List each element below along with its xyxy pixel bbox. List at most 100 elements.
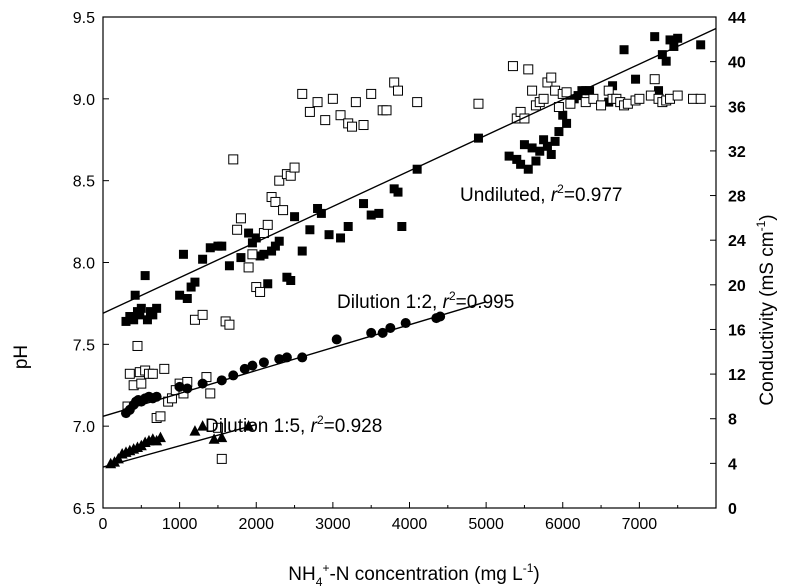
data-point-open-square bbox=[304, 106, 315, 117]
y-left-tick-label: 6.5 bbox=[73, 501, 95, 518]
data-point-filled-square bbox=[142, 315, 152, 325]
data-point-open-square bbox=[412, 97, 423, 108]
data-point-filled-square bbox=[190, 277, 200, 287]
data-point-filled-square bbox=[397, 221, 407, 231]
annotation-dilution-1-5: Dilution 1:5, r2=0.928 bbox=[205, 413, 382, 437]
data-point-filled-square bbox=[297, 246, 307, 256]
y-right-tick-label: 0 bbox=[728, 501, 737, 518]
data-point-filled-circle bbox=[239, 363, 250, 374]
data-point-filled-square bbox=[217, 241, 227, 251]
data-point-open-square bbox=[672, 90, 683, 101]
data-point-filled-square bbox=[205, 243, 215, 253]
data-point-open-square bbox=[473, 98, 484, 109]
data-point-open-square bbox=[523, 64, 534, 75]
data-point-open-square bbox=[255, 286, 266, 297]
data-point-open-square bbox=[212, 422, 223, 433]
data-point-filled-square bbox=[186, 282, 196, 292]
x-tick-label: 5000 bbox=[468, 516, 504, 533]
data-point-filled-square bbox=[274, 236, 284, 246]
data-point-filled-square bbox=[316, 208, 326, 218]
y-right-tick-label: 36 bbox=[728, 99, 746, 116]
data-point-open-square bbox=[320, 115, 331, 126]
data-point-filled-square bbox=[130, 290, 140, 300]
data-point-filled-square bbox=[550, 136, 560, 146]
x-axis-title: NH4+-N concentration (mg L-1) bbox=[288, 561, 539, 588]
fit-line bbox=[102, 301, 487, 418]
data-point-open-square bbox=[565, 98, 576, 109]
data-point-open-square bbox=[527, 85, 538, 96]
y-axis-title-right: Conductivity (mS cm-1) bbox=[754, 214, 778, 405]
data-point-filled-circle bbox=[247, 360, 258, 371]
data-point-filled-square bbox=[546, 149, 556, 159]
data-point-filled-square bbox=[654, 86, 664, 96]
y-right-tick-label: 24 bbox=[728, 233, 746, 250]
data-point-filled-square bbox=[504, 151, 514, 161]
data-point-open-square bbox=[243, 262, 254, 273]
y-right-tick-label: 12 bbox=[728, 367, 746, 384]
data-point-filled-circle bbox=[174, 381, 185, 392]
data-point-filled-square bbox=[286, 276, 296, 286]
x-tick-label: 1000 bbox=[162, 516, 198, 533]
data-point-filled-triangle bbox=[216, 431, 228, 443]
data-point-open-square bbox=[312, 97, 323, 108]
data-point-open-square bbox=[205, 388, 216, 399]
data-point-filled-square bbox=[224, 261, 234, 271]
data-point-open-square bbox=[228, 154, 239, 165]
data-point-open-square bbox=[546, 72, 557, 83]
data-point-filled-square bbox=[527, 143, 537, 153]
data-point-filled-square bbox=[669, 41, 679, 51]
x-tick-label: 6000 bbox=[545, 516, 581, 533]
annotation-undiluted: Undiluted, r2=0.977 bbox=[460, 182, 623, 206]
y-right-tick-label: 40 bbox=[728, 55, 746, 72]
data-point-filled-circle bbox=[435, 311, 446, 322]
data-point-open-square bbox=[393, 85, 404, 96]
data-point-filled-square bbox=[650, 32, 660, 42]
data-point-open-square bbox=[507, 61, 518, 72]
data-point-filled-square bbox=[313, 203, 323, 213]
data-point-filled-square bbox=[178, 249, 188, 259]
x-tick-label: 0 bbox=[99, 516, 108, 533]
data-point-open-square bbox=[347, 121, 358, 132]
data-point-open-square bbox=[136, 378, 147, 389]
data-point-open-square bbox=[634, 93, 645, 104]
annotation-dilution-1-2: Dilution 1:2, r2=0.995 bbox=[337, 289, 514, 313]
data-point-filled-square bbox=[343, 221, 353, 231]
data-point-filled-circle bbox=[258, 357, 269, 368]
data-point-open-square bbox=[124, 368, 135, 379]
data-point-filled-square bbox=[129, 315, 139, 325]
data-point-open-square bbox=[274, 175, 285, 186]
y-left-tick-label: 8.0 bbox=[73, 256, 95, 273]
data-point-open-square bbox=[216, 453, 227, 464]
data-point-filled-square bbox=[516, 159, 526, 169]
data-point-open-square bbox=[132, 340, 143, 351]
data-point-filled-triangle bbox=[197, 420, 209, 431]
y-right-tick-label: 8 bbox=[728, 412, 737, 429]
data-point-filled-triangle bbox=[189, 425, 201, 436]
data-point-open-square bbox=[147, 368, 158, 379]
data-point-open-square bbox=[270, 196, 281, 207]
data-point-open-square bbox=[649, 74, 660, 85]
data-point-filled-square bbox=[619, 45, 629, 55]
data-point-open-square bbox=[350, 97, 361, 108]
x-tick-label: 3000 bbox=[315, 516, 351, 533]
x-tick-label: 4000 bbox=[392, 516, 428, 533]
data-point-open-square bbox=[366, 88, 377, 99]
data-point-filled-square bbox=[558, 110, 568, 120]
data-point-open-square bbox=[289, 162, 300, 173]
data-point-filled-square bbox=[290, 212, 300, 222]
data-point-filled-square bbox=[267, 246, 277, 256]
data-point-filled-square bbox=[696, 40, 706, 50]
data-point-filled-square bbox=[270, 241, 280, 251]
fit-line bbox=[102, 27, 717, 314]
data-point-filled-square bbox=[374, 208, 384, 218]
data-point-filled-square bbox=[519, 140, 529, 150]
data-point-open-square bbox=[538, 93, 549, 104]
data-point-open-square bbox=[327, 93, 338, 104]
data-point-open-square bbox=[695, 93, 706, 104]
data-point-filled-square bbox=[182, 294, 192, 304]
data-point-filled-square bbox=[121, 316, 131, 326]
data-point-filled-circle bbox=[274, 354, 285, 365]
y-left-tick-label: 8.5 bbox=[73, 174, 95, 191]
data-point-filled-square bbox=[336, 233, 346, 243]
